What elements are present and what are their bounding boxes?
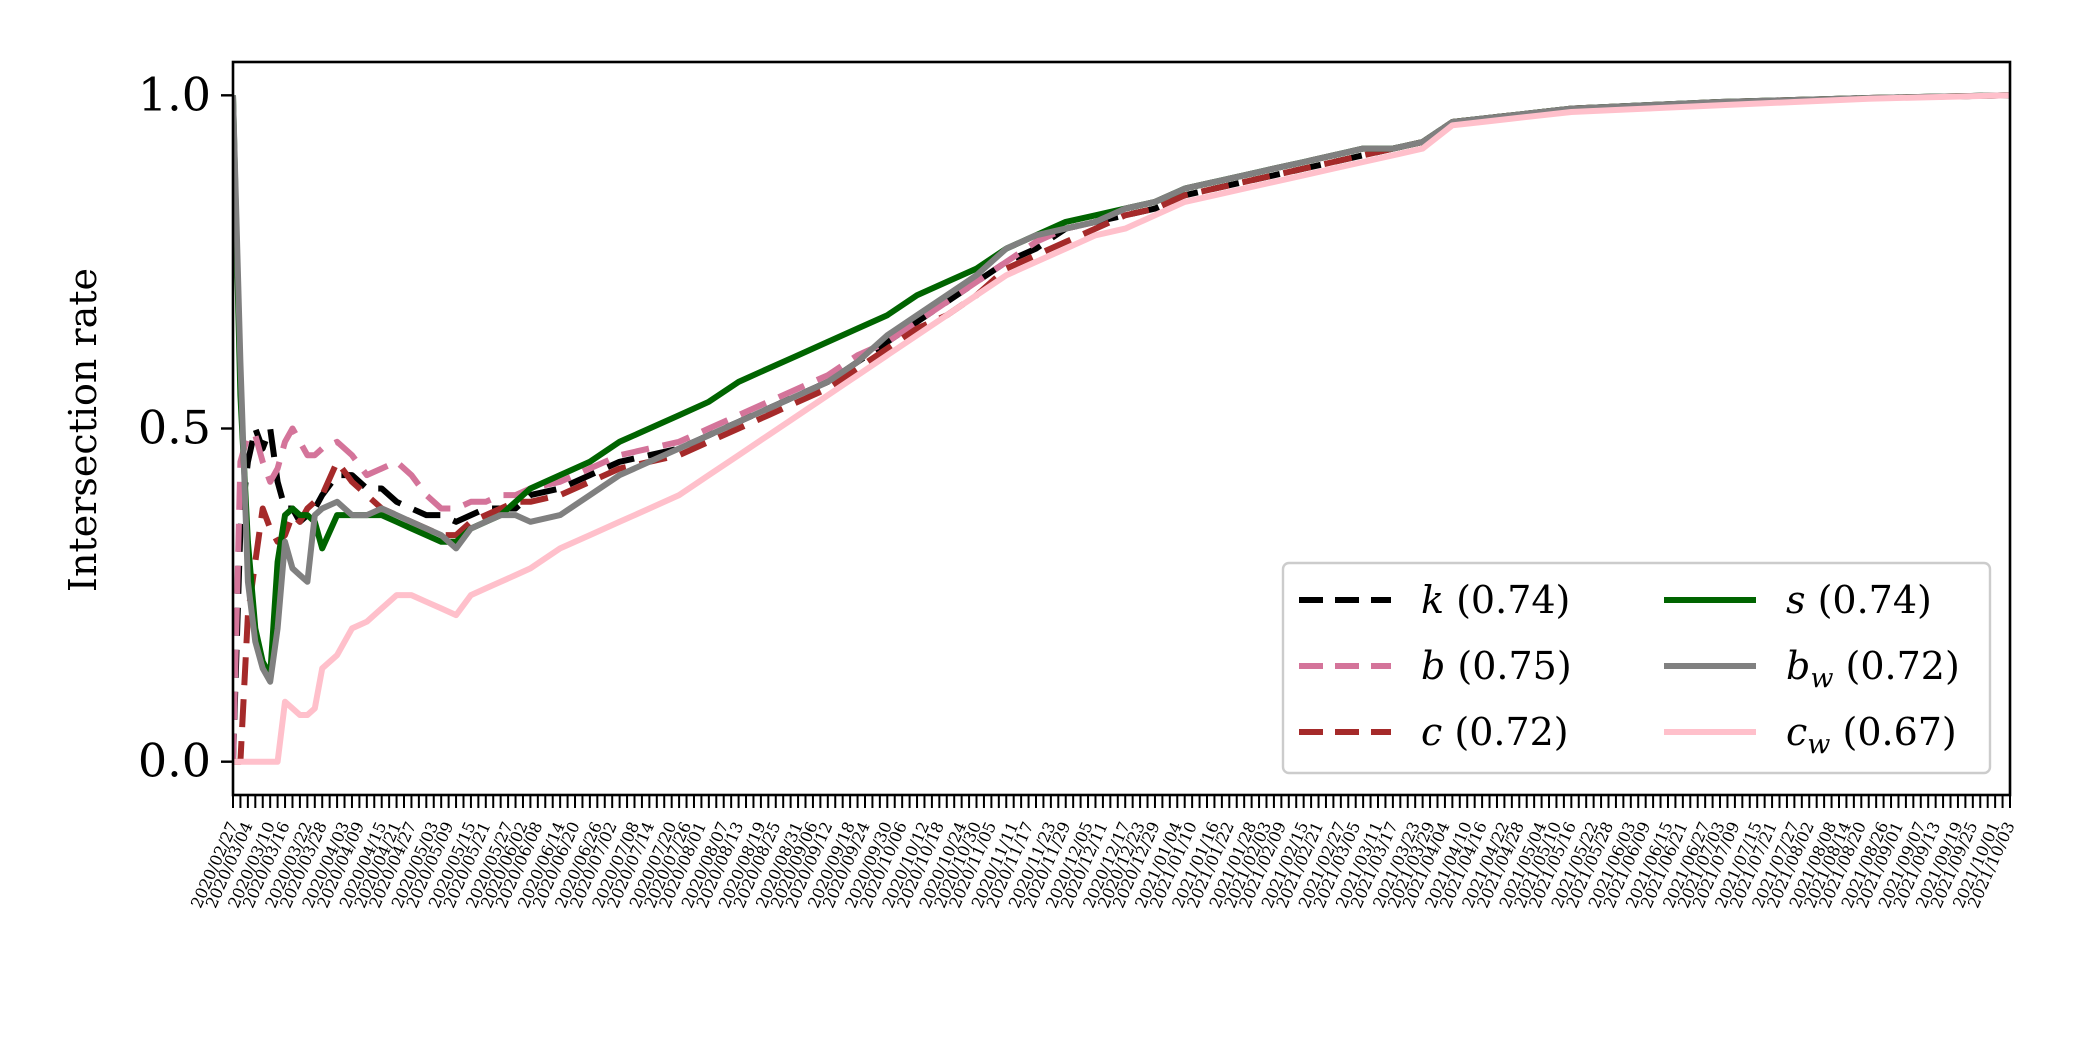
legend: k (0.74)b (0.75)c (0.72)s (0.74)bw (0.72… — [1281, 561, 1992, 775]
legend-box — [1281, 561, 1992, 775]
legend-label-0: k (0.74) — [1421, 578, 1570, 622]
legend-label-var-0: k — [1421, 578, 1444, 622]
y-tick-label-2: 1.0 — [138, 67, 211, 121]
legend-label-4: bw (0.72) — [1786, 644, 1960, 694]
series-line-4 — [233, 92, 2010, 685]
legend-label-value-0: (0.74) — [1444, 578, 1570, 622]
legend-label-3: s (0.74) — [1786, 578, 1932, 622]
legend-label-var-1: b — [1421, 644, 1445, 688]
x-ticks — [232, 795, 2011, 808]
legend-label-var-4: b — [1786, 644, 1810, 688]
legend-label-sub-5: w — [1807, 729, 1830, 760]
legend-label-sub-4: w — [1810, 663, 1833, 694]
series-line-2 — [233, 92, 2010, 765]
legend-label-value-3: (0.74) — [1806, 578, 1932, 622]
series-line-5 — [233, 92, 2010, 765]
legend-label-value-5: (0.67) — [1830, 710, 1956, 754]
y-tick-label-1: 0.5 — [138, 401, 211, 455]
legend-label-5: cw (0.67) — [1786, 710, 1957, 760]
series-lines — [233, 92, 2010, 765]
y-axis-label: Intersection rate — [61, 268, 105, 592]
x-tick-labels: 2020/02/272020/03/042020/03/102020/03/16… — [187, 819, 2019, 911]
y-tick-label-0: 0.0 — [138, 734, 211, 788]
legend-label-var-2: c — [1421, 710, 1442, 754]
legend-label-value-4: (0.72) — [1833, 644, 1959, 688]
legend-label-1: b (0.75) — [1421, 644, 1572, 688]
legend-label-var-5: c — [1786, 710, 1807, 754]
legend-label-value-2: (0.72) — [1442, 710, 1568, 754]
legend-label-value-1: (0.75) — [1445, 644, 1571, 688]
legend-label-2: c (0.72) — [1421, 710, 1569, 754]
legend-label-var-3: s — [1786, 578, 1806, 622]
